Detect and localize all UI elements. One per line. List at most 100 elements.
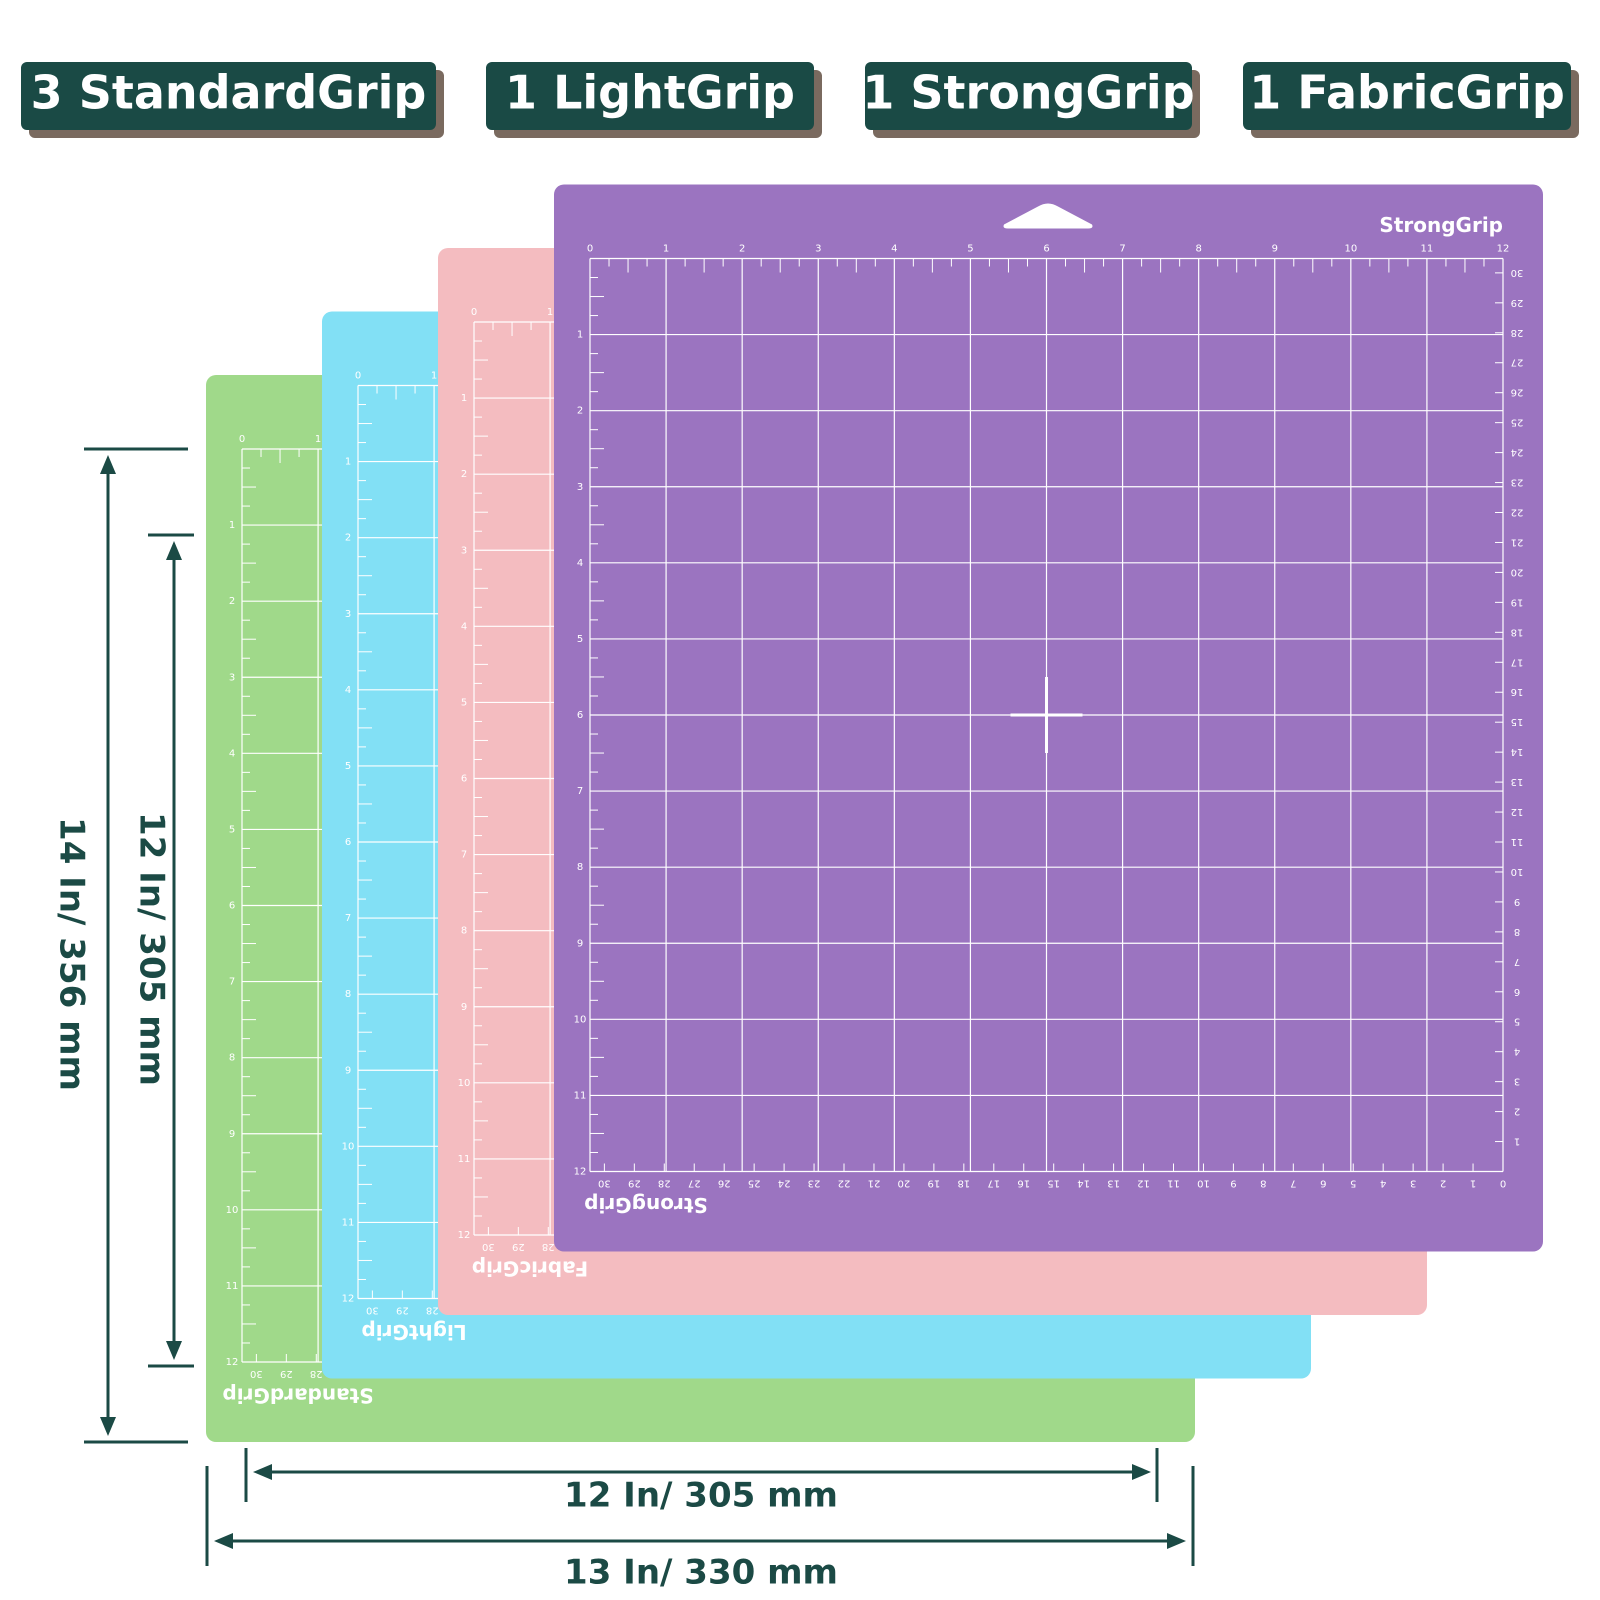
arrow-head	[100, 455, 116, 474]
cm-label: 15	[1511, 716, 1524, 727]
cm-label: 6	[1514, 986, 1520, 997]
inch-label: 1	[577, 330, 583, 341]
height-inner-label: 12 In/ 305 mm	[132, 812, 172, 1086]
cm-label: 11	[1511, 836, 1524, 847]
inch-label: 8	[1195, 244, 1201, 255]
dimensions	[84, 447, 1195, 1566]
badge	[865, 62, 1192, 130]
cm-label: 21	[1511, 536, 1524, 547]
inch-label: 2	[345, 533, 351, 544]
cm-label: 14	[1511, 746, 1524, 757]
inch-label: 5	[229, 824, 235, 835]
inch-label: 1	[345, 457, 351, 468]
cm-label: 19	[928, 1178, 941, 1189]
inch-label: 12	[458, 1230, 471, 1241]
cm-label: 28	[426, 1305, 439, 1316]
inch-label: 1	[315, 434, 321, 445]
inch-label: 1	[663, 244, 669, 255]
cm-label: 23	[1511, 477, 1524, 488]
cm-label: 13	[1107, 1178, 1120, 1189]
inch-label: 3	[815, 244, 821, 255]
inch-label: 12	[226, 1357, 239, 1368]
cm-label: 7	[1290, 1178, 1296, 1189]
cm-label: 10	[1511, 866, 1524, 877]
cm-label: 1	[1470, 1178, 1476, 1189]
inch-label: 10	[574, 1014, 587, 1025]
mat-brand: StrongGrip	[1379, 213, 1503, 237]
inch-label: 3	[229, 672, 235, 683]
inch-label: 5	[461, 697, 467, 708]
inch-label: 2	[461, 469, 467, 480]
cm-label: 29	[512, 1241, 525, 1252]
inch-label: 6	[577, 710, 583, 721]
cm-label: 28	[658, 1178, 671, 1189]
cm-label: 30	[366, 1305, 379, 1316]
inch-label: 12	[342, 1294, 355, 1305]
inch-label: 1	[547, 307, 553, 318]
inch-label: 4	[461, 621, 467, 632]
inch-label: 7	[345, 913, 351, 924]
arrow-head	[1167, 1533, 1186, 1549]
mats: 0112233445566778899101011111212131314141…	[206, 184, 1543, 1442]
cm-label: 16	[1511, 686, 1524, 697]
cm-label: 8	[1260, 1178, 1266, 1189]
inch-label: 11	[342, 1217, 355, 1228]
inch-label: 1	[229, 520, 235, 531]
inch-label: 5	[345, 761, 351, 772]
cm-label: 4	[1514, 1046, 1520, 1057]
mat-brand: StrongGrip	[584, 1193, 708, 1217]
inch-label: 4	[345, 685, 351, 696]
cm-label: 16	[1017, 1178, 1030, 1189]
inch-label: 10	[226, 1205, 239, 1216]
arrow-head	[214, 1533, 233, 1549]
cm-label: 21	[868, 1178, 881, 1189]
badge	[21, 62, 436, 130]
inch-label: 11	[458, 1154, 471, 1165]
inch-label: 3	[345, 609, 351, 620]
inch-label: 8	[345, 989, 351, 1000]
cm-label: 13	[1511, 776, 1524, 787]
inch-label: 0	[587, 244, 593, 255]
inch-label: 7	[461, 850, 467, 861]
arrow-head	[166, 1341, 182, 1360]
cm-label: 25	[748, 1178, 761, 1189]
inch-label: 10	[342, 1141, 355, 1152]
cm-label: 22	[1511, 507, 1524, 518]
cm-label: 9	[1230, 1178, 1236, 1189]
cm-label: 8	[1514, 926, 1520, 937]
cm-label: 5	[1350, 1178, 1356, 1189]
cm-label: 29	[280, 1368, 293, 1379]
inch-label: 9	[577, 938, 583, 949]
inch-label: 8	[577, 862, 583, 873]
badge	[486, 62, 814, 130]
inch-label: 2	[229, 596, 235, 607]
width-inner-label: 12 In/ 305 mm	[564, 1476, 838, 1516]
cm-label: 28	[1511, 327, 1524, 338]
badge-label: 3 StandardGrip	[31, 66, 427, 120]
inch-label: 11	[226, 1281, 239, 1292]
inch-label: 7	[577, 786, 583, 797]
cm-label: 17	[987, 1178, 1000, 1189]
cm-label: 18	[957, 1178, 970, 1189]
cm-label: 25	[1511, 417, 1524, 428]
inch-label: 0	[355, 371, 361, 382]
inch-label: 5	[967, 244, 973, 255]
inch-label: 2	[739, 244, 745, 255]
cm-label: 12	[1511, 806, 1524, 817]
inch-label: 9	[1272, 244, 1278, 255]
inch-label: 9	[461, 1002, 467, 1013]
inch-label: 3	[577, 482, 583, 493]
cm-label: 29	[396, 1305, 409, 1316]
cm-label: 23	[808, 1178, 821, 1189]
width-outer-label: 13 In/ 330 mm	[564, 1553, 838, 1593]
inch-label: 12	[574, 1167, 587, 1178]
cm-label: 3	[1410, 1178, 1416, 1189]
mat-brand: FabricGrip	[472, 1257, 588, 1281]
cm-label: 9	[1514, 896, 1520, 907]
cm-label: 26	[1511, 387, 1524, 398]
inch-label: 8	[461, 926, 467, 937]
cm-label: 2	[1440, 1178, 1446, 1189]
cm-label: 7	[1514, 956, 1520, 967]
badge-label: 1 StrongGrip	[862, 66, 1194, 120]
